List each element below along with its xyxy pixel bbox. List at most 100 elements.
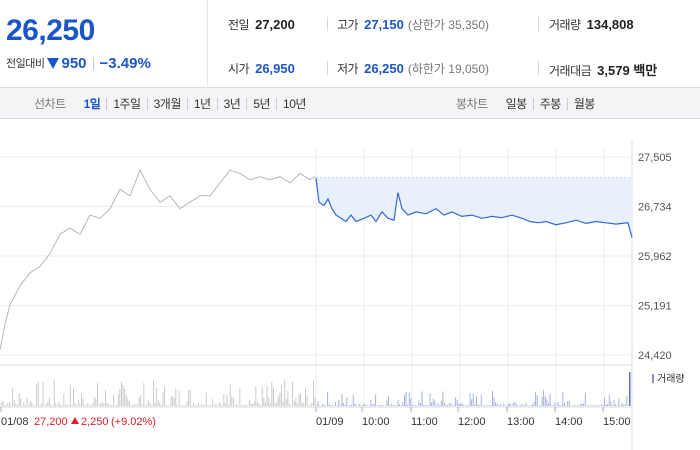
- volume-bar: [236, 404, 238, 406]
- volume-bar: [397, 400, 399, 406]
- volume-bar: [177, 405, 178, 406]
- tab-line-range-5[interactable]: 5년: [253, 97, 271, 111]
- volume-bar: [554, 402, 556, 406]
- volume-bar: [436, 405, 437, 406]
- volume-bar: [223, 394, 225, 406]
- volume-bar: [170, 396, 172, 406]
- volume-bar: [490, 405, 492, 406]
- volume-bar: [431, 402, 433, 406]
- volume-bar: [69, 384, 71, 406]
- volume-bar: [343, 402, 345, 406]
- volume-bar: [466, 405, 468, 406]
- volume-bar: [399, 404, 401, 406]
- stat-value: 27,150: [364, 17, 404, 32]
- volume-bar: [600, 404, 602, 406]
- tab-divider: [186, 97, 188, 110]
- tab-line-range-6[interactable]: 10년: [283, 97, 306, 111]
- volume-bar: [560, 405, 562, 406]
- tab-candle-period-0[interactable]: 일봉: [505, 97, 528, 111]
- volume-bar: [26, 397, 28, 406]
- volume-bar: [327, 391, 329, 406]
- volume-bar: [202, 405, 204, 406]
- volume-bar: [356, 405, 357, 406]
- volume-bar: [156, 388, 158, 406]
- volume-bar: [316, 405, 317, 406]
- volume-bar: [257, 401, 258, 406]
- volume-bar: [204, 404, 206, 406]
- volume-bar: [172, 396, 174, 406]
- volume-bar: [360, 405, 362, 406]
- x-tick-label: 15:00: [603, 416, 631, 428]
- tab-candle-period-1[interactable]: 주봉: [539, 97, 562, 111]
- tab-divider: [566, 97, 568, 110]
- volume-bar: [332, 404, 333, 406]
- volume-bar: [138, 397, 140, 406]
- volume-bar: [140, 395, 142, 406]
- volume-bar: [322, 403, 324, 406]
- volume-bar: [185, 405, 186, 406]
- volume-bar: [557, 402, 559, 406]
- tab-line-range-1[interactable]: 1주일: [113, 97, 141, 111]
- volume-bar: [146, 404, 148, 406]
- volume-bar: [549, 393, 551, 406]
- volume-bar: [504, 405, 506, 406]
- stat-label: 시가: [228, 62, 250, 76]
- tab-candle-period-2[interactable]: 월봉: [573, 97, 596, 111]
- volume-bar: [226, 395, 228, 406]
- volume-bar: [63, 393, 65, 406]
- volume-bar: [559, 405, 561, 406]
- volume-bar: [551, 405, 553, 406]
- volume-bar: [175, 388, 177, 406]
- volume-bar: [410, 398, 412, 406]
- volume-bar: [231, 395, 233, 406]
- tab-line-range-3[interactable]: 1년: [193, 97, 211, 111]
- tab-line-range-0[interactable]: 1일: [83, 97, 101, 111]
- tab-line-range-2[interactable]: 3개월: [153, 97, 182, 111]
- tab-divider: [106, 97, 108, 110]
- volume-bar: [164, 386, 166, 406]
- volume-bar: [472, 393, 474, 406]
- volume-bar: [461, 402, 463, 406]
- volume-bar: [573, 405, 575, 406]
- volume-bar: [161, 405, 162, 406]
- volume-bar: [41, 403, 42, 406]
- volume-bar: [234, 405, 236, 406]
- volume-bar: [333, 405, 335, 406]
- volume-bar: [129, 401, 130, 406]
- volume-bar: [335, 401, 337, 406]
- volume-bar: [525, 402, 527, 406]
- volume-bar: [191, 405, 193, 406]
- volume-bar: [1, 402, 2, 406]
- volume-bar: [297, 403, 298, 406]
- tab-line-range-4[interactable]: 3년: [223, 97, 241, 111]
- volume-bar: [346, 397, 348, 406]
- volume-bar: [607, 403, 609, 406]
- volume-bar: [68, 405, 70, 406]
- volume-bar: [36, 384, 38, 406]
- volume-bar: [455, 397, 457, 406]
- volume-bar: [285, 398, 287, 406]
- volume-bar: [308, 405, 310, 406]
- tab-divider: [216, 97, 218, 110]
- volume-bar: [548, 403, 549, 406]
- change-value: 950: [61, 54, 87, 72]
- volume-bar: [503, 404, 505, 406]
- volume-bar: [274, 403, 276, 406]
- volume-bar: [85, 405, 87, 406]
- volume-bar: [271, 382, 273, 406]
- volume-bar: [605, 404, 607, 406]
- volume-bar: [25, 405, 26, 406]
- volume-bar: [376, 405, 378, 406]
- stat-label: 전일: [228, 18, 250, 32]
- volume-bar: [81, 394, 82, 406]
- volume-legend-label: 거래량: [657, 373, 685, 385]
- volume-bar: [536, 395, 538, 406]
- volume-bar: [186, 401, 188, 406]
- volume-bar: [194, 405, 196, 406]
- volume-bar: [378, 404, 380, 406]
- y-tick-label: 27,505: [638, 152, 672, 164]
- volume-bar: [228, 404, 230, 406]
- stat-high: 고가 27,150 (상한가 35,350): [337, 16, 489, 33]
- volume-bar: [167, 405, 169, 406]
- volume-bar: [373, 403, 375, 406]
